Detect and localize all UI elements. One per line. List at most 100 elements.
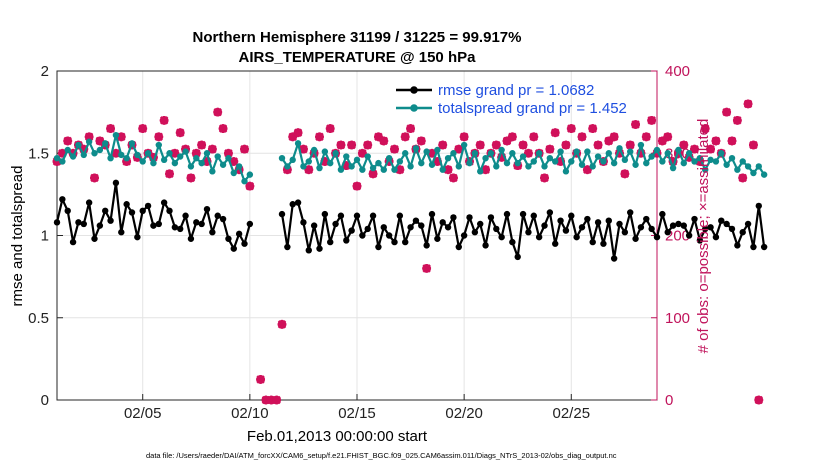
data-point xyxy=(150,159,157,167)
data-point xyxy=(380,224,387,231)
obs-possible-marker xyxy=(379,136,389,146)
data-point xyxy=(300,219,307,226)
obs-assimilated-marker xyxy=(432,157,442,166)
data-point xyxy=(487,214,495,221)
data-point xyxy=(177,225,184,233)
obs-assimilated-marker xyxy=(395,165,405,175)
obs-assimilated-marker xyxy=(449,173,458,183)
obs-assimilated-marker xyxy=(218,124,228,133)
data-point xyxy=(744,163,752,170)
data-point xyxy=(739,229,746,236)
obs-possible-marker xyxy=(459,132,469,142)
data-point xyxy=(514,159,521,167)
data-point xyxy=(541,222,548,229)
obs-possible-marker xyxy=(416,136,426,146)
data-point xyxy=(723,220,730,228)
data-point xyxy=(102,140,109,147)
obs-possible-marker xyxy=(406,124,415,133)
data-point xyxy=(750,243,757,251)
x-axis-label: Feb.01,2013 00:00:00 start xyxy=(247,428,428,445)
obs-assimilated-marker xyxy=(561,140,571,150)
data-point xyxy=(91,235,98,242)
data-point xyxy=(702,225,709,233)
data-point xyxy=(418,159,425,167)
data-point xyxy=(535,233,543,241)
obs-possible-marker xyxy=(197,140,207,150)
data-point xyxy=(723,161,730,168)
data-point xyxy=(503,210,511,218)
data-point xyxy=(166,207,173,215)
data-point xyxy=(659,210,666,218)
obs-assimilated-marker xyxy=(631,120,640,129)
obs-assimilated-marker xyxy=(722,107,732,117)
obs-assimilated-marker xyxy=(390,144,399,154)
obs-assimilated-marker xyxy=(357,148,367,158)
obs-assimilated-marker xyxy=(663,132,673,142)
data-point xyxy=(160,199,168,206)
obs-possible-marker xyxy=(486,148,496,158)
data-point xyxy=(503,159,511,167)
obs-assimilated-marker xyxy=(197,140,207,150)
data-point xyxy=(493,163,500,170)
obs-possible-marker xyxy=(207,144,217,154)
data-point xyxy=(755,202,762,210)
obs-assimilated-marker xyxy=(213,107,223,117)
data-point xyxy=(284,243,291,251)
obs-assimilated-marker xyxy=(615,148,624,158)
y-tick-label: 0 xyxy=(41,392,49,409)
data-point xyxy=(760,243,768,251)
obs-assimilated-marker xyxy=(593,140,603,150)
data-point xyxy=(423,148,430,155)
obs-possible-marker xyxy=(352,181,362,191)
obs-assimilated-marker xyxy=(497,152,507,162)
obs-assimilated-marker xyxy=(540,173,549,183)
obs-assimilated-marker xyxy=(272,395,282,405)
data-point xyxy=(750,169,757,177)
obs-possible-marker xyxy=(331,148,340,158)
x-tick-label: 02/05 xyxy=(124,405,162,422)
obs-assimilated-marker xyxy=(79,144,89,154)
obs-assimilated-marker xyxy=(582,165,592,175)
data-point xyxy=(230,245,237,252)
data-point xyxy=(385,232,393,239)
chart-subtitle: AIRS_TEMPERATURE @ 150 hPa xyxy=(239,49,477,66)
data-point xyxy=(310,146,318,154)
obs-possible-marker xyxy=(293,128,303,138)
data-point xyxy=(487,150,495,157)
obs-possible-marker xyxy=(588,124,598,133)
obs-assimilated-marker xyxy=(690,144,699,154)
data-point xyxy=(53,154,61,162)
data-point xyxy=(364,225,371,233)
obs-possible-marker xyxy=(534,148,544,158)
data-point xyxy=(562,168,570,175)
obs-possible-marker xyxy=(63,136,73,146)
obs-possible-marker xyxy=(727,136,737,146)
obs-possible-marker xyxy=(438,140,448,150)
data-point xyxy=(653,146,661,154)
data-point xyxy=(664,229,671,236)
obs-assimilated-marker xyxy=(604,136,614,146)
data-point xyxy=(369,164,377,172)
y-tick-label: 1.5 xyxy=(28,145,49,162)
obs-assimilated-marker xyxy=(636,148,646,158)
data-point xyxy=(450,214,457,221)
data-point xyxy=(605,217,612,224)
data-point xyxy=(428,161,436,168)
obs-assimilated-marker xyxy=(363,140,373,150)
obs-possible-marker xyxy=(491,140,501,150)
data-point xyxy=(369,212,377,219)
data-point xyxy=(728,225,736,233)
data-point xyxy=(327,159,334,167)
data-point xyxy=(123,154,130,162)
obs-possible-marker xyxy=(256,375,265,384)
obs-assimilated-marker xyxy=(641,132,651,142)
obs-assimilated-marker xyxy=(647,115,657,125)
data-point xyxy=(203,205,211,213)
data-point xyxy=(530,158,537,165)
data-point xyxy=(150,222,157,229)
obs-assimilated-marker xyxy=(679,140,689,150)
data-point xyxy=(439,219,446,226)
data-point xyxy=(219,161,227,168)
obs-possible-marker xyxy=(143,148,153,158)
obs-assimilated-marker xyxy=(529,132,539,142)
